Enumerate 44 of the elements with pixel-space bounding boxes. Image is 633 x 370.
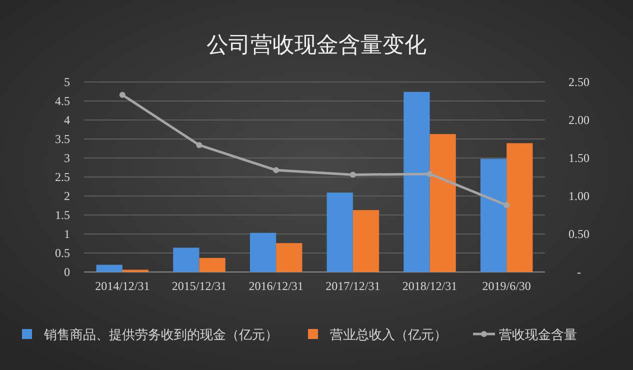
bar [404,92,430,272]
y-tick-label: 3 [64,151,70,165]
point [350,172,356,178]
point [196,142,202,148]
y2-tick-label: 0.50 [568,227,590,241]
x-tick-label: 2014/12/31 [95,279,150,293]
legend-label: 营业总收入（亿元） [330,327,447,342]
y2-tick-label: 1.00 [568,189,590,203]
x-tick-label: 2018/12/31 [402,279,458,293]
y-tick-label: 5 [64,75,70,89]
y-tick-label: 2.5 [55,170,70,184]
bar [276,243,302,272]
legend-label: 营收现金含量 [499,327,577,342]
point [119,92,126,98]
bar [480,158,507,272]
bar [326,192,353,272]
y-tick-label: 4.5 [55,94,70,108]
y2-tick-label: 1.50 [568,151,590,165]
bar [96,264,122,272]
y-tick-label: 3.5 [55,132,70,146]
x-tick-label: 2017/12/31 [326,279,380,293]
y-tick-label: 4 [64,113,70,127]
x-tick-label: 2016/12/31 [248,279,304,293]
chart-title: 公司营收现金含量变化 [206,32,426,57]
x-tick-label: 2015/12/31 [172,279,227,293]
y2-tick-label: - [577,265,581,279]
bar [250,232,276,272]
y-tick-label: 0.5 [55,246,70,260]
y-tick-label: 1.5 [55,208,70,222]
point [273,167,280,174]
bar [352,210,380,272]
legend-label: 销售商品、提供劳务收到的现金（亿元） [43,327,278,342]
bar [173,248,200,272]
point [504,202,510,208]
point [426,170,433,177]
y2-tick-label: 2.00 [568,113,590,127]
bar [430,134,456,272]
bar [199,258,226,272]
y-tick-label: 0 [64,265,70,279]
x-tick-label: 2019/6/30 [482,279,531,293]
y-tick-label: 2 [64,189,70,203]
bar [506,143,533,272]
y2-tick-label: 2.50 [568,75,590,89]
y-tick-label: 1 [64,227,70,241]
